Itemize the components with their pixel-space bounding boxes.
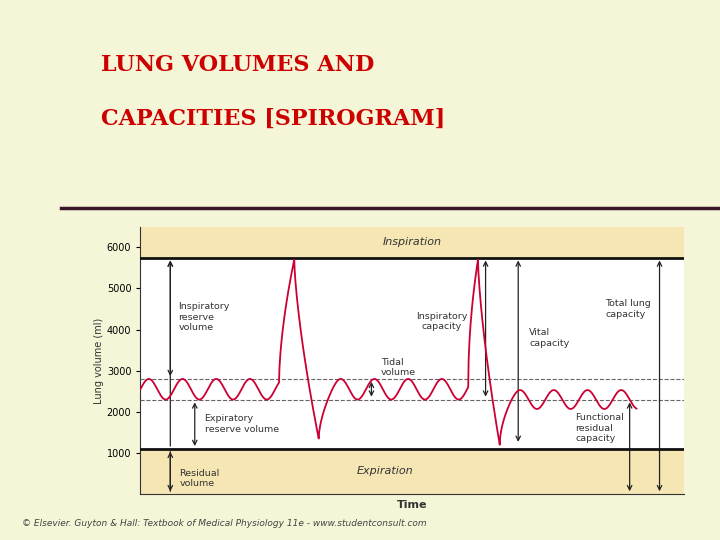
Text: Expiratory
reserve volume: Expiratory reserve volume <box>204 415 279 434</box>
Text: Expiration: Expiration <box>356 467 413 476</box>
Text: Residual
volume: Residual volume <box>179 469 220 488</box>
Text: © Elsevier. Guyton & Hall: Textbook of Medical Physiology 11e - www.studentconsu: © Elsevier. Guyton & Hall: Textbook of M… <box>22 519 426 528</box>
Bar <box>140 449 684 494</box>
Text: LUNG VOLUMES AND: LUNG VOLUMES AND <box>101 54 374 76</box>
Text: Inspiratory
reserve
volume: Inspiratory reserve volume <box>179 302 230 332</box>
Text: Total lung
capacity: Total lung capacity <box>606 299 651 319</box>
Y-axis label: Lung volume (ml): Lung volume (ml) <box>94 318 104 403</box>
Text: Inspiratory
capacity: Inspiratory capacity <box>416 312 468 331</box>
Bar <box>140 227 684 258</box>
X-axis label: Time: Time <box>397 500 428 510</box>
Text: Tidal
volume: Tidal volume <box>381 357 415 377</box>
Text: Functional
residual
capacity: Functional residual capacity <box>575 414 624 443</box>
Text: Vital
capacity: Vital capacity <box>529 328 570 348</box>
Text: Inspiration: Inspiration <box>383 237 441 247</box>
Text: CAPACITIES [SPIROGRAM]: CAPACITIES [SPIROGRAM] <box>101 108 445 130</box>
